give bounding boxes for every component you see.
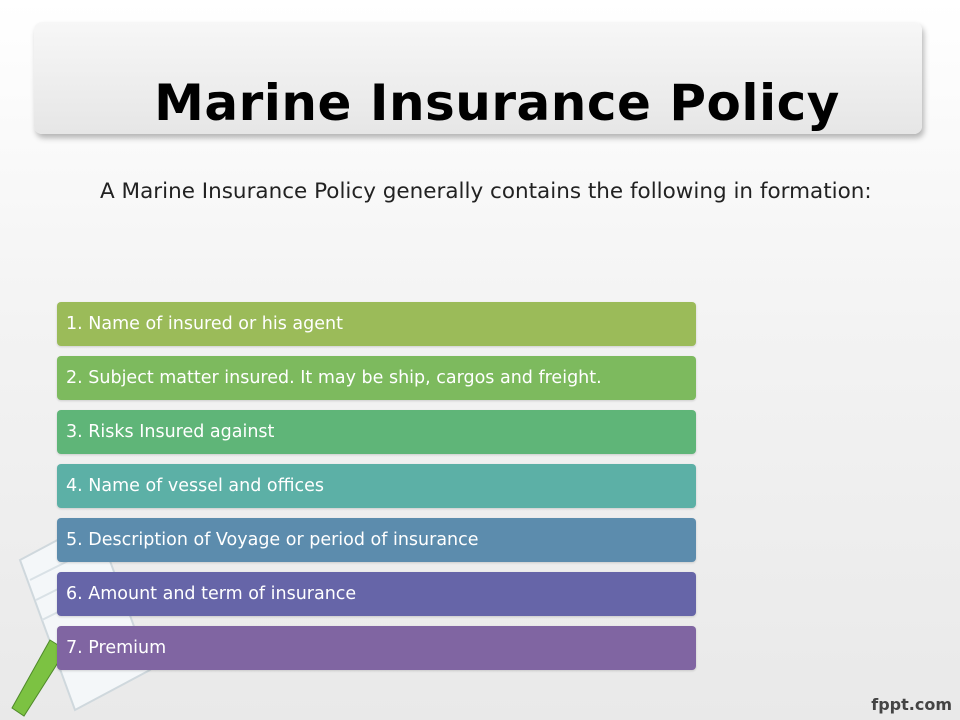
list-item-6: 6. Amount and term of insurance <box>57 572 696 616</box>
list-item-4: 4. Name of vessel and offices <box>57 464 696 508</box>
list-item-1: 1. Name of insured or his agent <box>57 302 696 346</box>
intro-text: A Marine Insurance Policy generally cont… <box>100 179 872 204</box>
list-item-7: 7. Premium <box>57 626 696 670</box>
title-banner <box>34 22 922 134</box>
brand-watermark: fppt.com <box>871 695 952 714</box>
list-item-5: 5. Description of Voyage or period of in… <box>57 518 696 562</box>
slide-title: Marine Insurance Policy <box>154 74 840 132</box>
list-item-3: 3. Risks Insured against <box>57 410 696 454</box>
list-item-2: 2. Subject matter insured. It may be shi… <box>57 356 696 400</box>
